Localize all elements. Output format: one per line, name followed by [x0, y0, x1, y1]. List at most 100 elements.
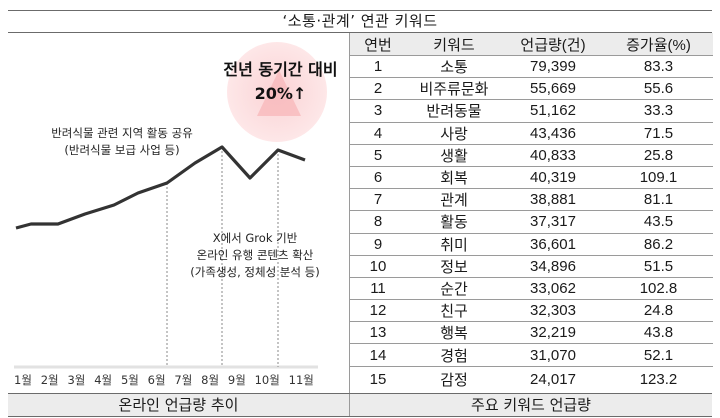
- cell-mentions: 40,319: [502, 166, 604, 190]
- cell-keyword: 감정: [440, 372, 468, 390]
- table-row: 11 순간 33,062 102.8: [350, 277, 713, 301]
- col-header-rank: 연번: [350, 33, 406, 56]
- table-row: 12 친구 32,303 24.8: [350, 299, 713, 323]
- cell-keyword: 회복: [406, 166, 502, 190]
- growth-badge-circle: [227, 42, 327, 142]
- annotation-grok-line1: X에서 Grok 기반: [212, 231, 298, 245]
- cell-rank: 1: [350, 55, 406, 79]
- cell-growth: 86.2: [604, 233, 713, 256]
- cell-rank: 5: [350, 144, 406, 167]
- cell-growth: 43.8: [604, 321, 713, 345]
- cell-mentions: 37,317: [502, 210, 604, 234]
- top-rule: [8, 10, 712, 11]
- cell-keyword: 사랑: [406, 122, 502, 145]
- cell-mentions: 24,017: [530, 371, 576, 389]
- cell-rank: 11: [350, 277, 406, 301]
- table-row: 14 경험 31,070 52.1: [350, 343, 713, 367]
- cell-rank: 8: [350, 210, 406, 234]
- cell-keyword: 정보: [406, 255, 502, 278]
- cell-growth: 52.1: [604, 343, 713, 367]
- table-row: 3 반려동물 51,162 33.3: [350, 99, 713, 123]
- cell-keyword: 비주류문화: [406, 77, 502, 101]
- cell-mentions: 38,881: [502, 188, 604, 212]
- cell-mentions: 36,601: [502, 233, 604, 256]
- cell-rank: 12: [350, 299, 406, 323]
- x-label: 7월: [174, 373, 193, 387]
- growth-badge-text: 전년 동기간 대비 20%↑: [208, 58, 353, 106]
- cell-keyword: 반려동물: [406, 99, 502, 123]
- cell-keyword: 행복: [406, 321, 502, 345]
- cell-rank: 10: [350, 255, 406, 278]
- cell-rank: 14: [350, 343, 406, 367]
- up-arrow-icon: [257, 70, 301, 116]
- table-row: 15 감정 24,017 123.2: [350, 366, 713, 393]
- cell-rank: 6: [350, 166, 406, 190]
- table-row: 6 회복 40,319 109.1: [350, 166, 713, 190]
- cell-growth: 123.2: [639, 371, 678, 389]
- cell-keyword: 순간: [406, 277, 502, 301]
- cell-growth: 83.3: [604, 55, 713, 79]
- growth-badge-line1: 전년 동기간 대비: [223, 60, 338, 79]
- table-row: 1 소통 79,399 83.3: [350, 55, 713, 79]
- cell-mentions: 43,436: [502, 122, 604, 145]
- keyword-table: 연번 키워드 언급량(건) 증가율(%) 1 소통 79,399 83.3 2 비주류문…: [350, 33, 713, 393]
- cell-rank: 13: [350, 321, 406, 345]
- line-chart: [14, 145, 318, 369]
- cell-mentions: 32,303: [502, 299, 604, 323]
- cell-mentions: 55,669: [502, 77, 604, 101]
- annotation-plant: 반려식물 관련 지역 활동 공유 (반려식물 보급 사업 등): [22, 125, 222, 159]
- cell-rank: 3: [350, 99, 406, 123]
- keyword-table-panel: 연번 키워드 언급량(건) 증가율(%) 1 소통 79,399 83.3 2 비주류문…: [349, 33, 713, 393]
- x-label: 6월: [147, 373, 166, 387]
- cell-growth: 81.1: [604, 188, 713, 212]
- cell-rank: 4: [350, 122, 406, 145]
- cell-keyword: 소통: [406, 55, 502, 79]
- annotation-plant-line2: (반려식물 보급 사업 등): [64, 143, 180, 157]
- cell-mentions: 34,896: [502, 255, 604, 278]
- growth-badge-line2: 20%↑: [254, 84, 307, 103]
- col-header-growth: 증가율(%): [604, 33, 713, 56]
- table-row: 5 생활 40,833 25.8: [350, 144, 713, 167]
- annotation-grok-line2: 온라인 유행 콘텐츠 확산: [196, 248, 314, 262]
- cell-rank: 7: [350, 188, 406, 212]
- trend-line: [15, 145, 306, 230]
- cell-rank: 9: [350, 233, 406, 256]
- x-label: 2월: [40, 373, 59, 387]
- cell-keyword: 생활: [406, 144, 502, 167]
- x-label: 4월: [94, 373, 113, 387]
- cell-growth: 33.3: [604, 99, 713, 123]
- cell-keyword: 취미: [406, 233, 502, 256]
- cell-mentions: 33,062: [502, 277, 604, 301]
- cell-mentions: 79,399: [502, 55, 604, 79]
- cell-growth: 109.1: [604, 166, 713, 190]
- x-label: 8월: [201, 373, 220, 387]
- cell-rank: 2: [350, 77, 406, 101]
- table-row: 8 활동 37,317 43.5: [350, 210, 713, 234]
- cell-keyword: 친구: [406, 299, 502, 323]
- cell-keyword: 활동: [406, 210, 502, 234]
- col-header-mentions: 언급량(건): [502, 33, 604, 56]
- x-label: 11월: [288, 373, 314, 387]
- cell-growth: 51.5: [604, 255, 713, 278]
- page-title: ‘소통·관계’ 연관 키워드: [282, 12, 438, 30]
- table-header-row: 연번 키워드 언급량(건) 증가율(%): [350, 33, 713, 56]
- cell-growth: 25.8: [604, 144, 713, 167]
- cell-growth: 71.5: [604, 122, 713, 145]
- title-rule: [8, 32, 712, 33]
- cell-mentions: 32,219: [502, 321, 604, 345]
- x-label: 5월: [120, 373, 139, 387]
- cell-growth: 102.8: [604, 277, 713, 301]
- caption-bar: 온라인 언급량 추이 주요 키워드 언급량: [8, 393, 712, 417]
- table-row: 4 사랑 43,436 71.5: [350, 122, 713, 145]
- cell-mentions: 51,162: [502, 99, 604, 123]
- x-label: 3월: [67, 373, 86, 387]
- cell-keyword: 관계: [406, 188, 502, 212]
- table-row: 2 비주류문화 55,669 55.6: [350, 77, 713, 101]
- x-label: 1월: [14, 373, 32, 387]
- annotation-plant-line1: 반려식물 관련 지역 활동 공유: [51, 126, 193, 140]
- x-label: 9월: [227, 373, 246, 387]
- table-row: 7 관계 38,881 81.1: [350, 188, 713, 212]
- x-axis-labels: 1월 2월 3월 4월 5월 6월 7월 8월 9월 10월 11월: [14, 372, 314, 388]
- x-label: 10월: [254, 373, 280, 387]
- caption-trend: 온라인 언급량 추이: [118, 396, 239, 414]
